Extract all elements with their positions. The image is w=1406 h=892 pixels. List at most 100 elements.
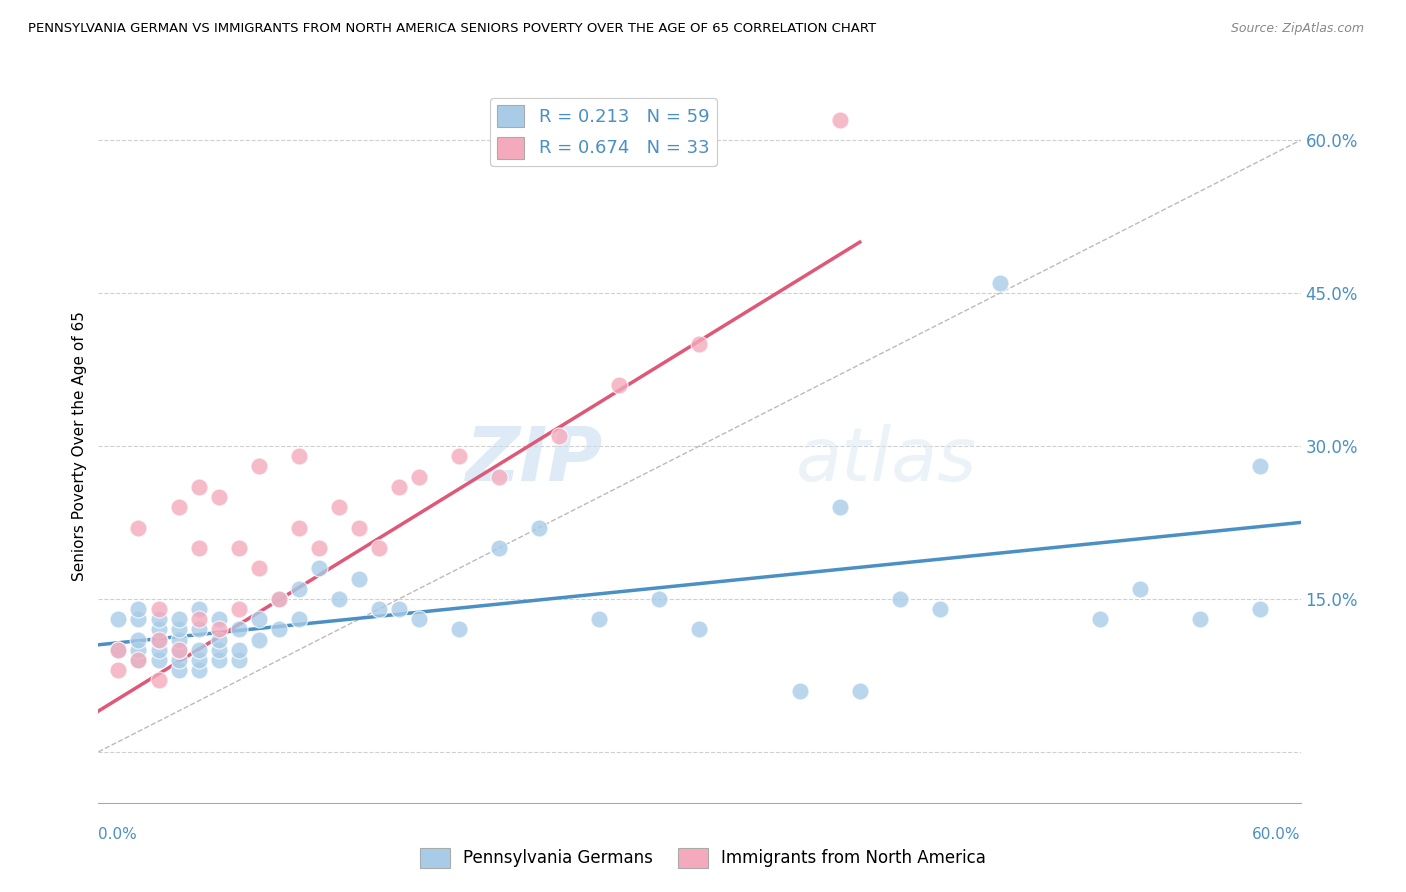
- Text: atlas: atlas: [796, 425, 977, 496]
- Point: [368, 541, 391, 555]
- Point: [148, 653, 170, 667]
- Point: [988, 276, 1011, 290]
- Point: [328, 500, 350, 515]
- Point: [288, 612, 311, 626]
- Point: [107, 643, 129, 657]
- Point: [187, 623, 209, 637]
- Y-axis label: Seniors Poverty Over the Age of 65: Seniors Poverty Over the Age of 65: [72, 311, 87, 581]
- Point: [529, 520, 551, 534]
- Point: [148, 632, 170, 647]
- Point: [167, 612, 190, 626]
- Point: [167, 632, 190, 647]
- Point: [208, 490, 231, 504]
- Point: [148, 643, 170, 657]
- Point: [107, 643, 129, 657]
- Point: [1250, 459, 1272, 474]
- Point: [889, 591, 911, 606]
- Point: [128, 612, 150, 626]
- Point: [929, 602, 952, 616]
- Legend: Pennsylvania Germans, Immigrants from North America: Pennsylvania Germans, Immigrants from No…: [413, 841, 993, 875]
- Point: [328, 591, 350, 606]
- Point: [447, 623, 470, 637]
- Point: [267, 591, 290, 606]
- Point: [107, 612, 129, 626]
- Point: [128, 653, 150, 667]
- Point: [688, 337, 710, 351]
- Point: [167, 643, 190, 657]
- Point: [789, 683, 811, 698]
- Point: [228, 653, 250, 667]
- Point: [208, 632, 231, 647]
- Point: [128, 653, 150, 667]
- Point: [288, 520, 311, 534]
- Point: [488, 541, 510, 555]
- Point: [128, 602, 150, 616]
- Point: [347, 520, 370, 534]
- Point: [107, 663, 129, 677]
- Point: [247, 459, 270, 474]
- Legend: R = 0.213   N = 59, R = 0.674   N = 33: R = 0.213 N = 59, R = 0.674 N = 33: [491, 98, 717, 166]
- Point: [187, 541, 209, 555]
- Point: [588, 612, 610, 626]
- Point: [648, 591, 671, 606]
- Point: [128, 643, 150, 657]
- Point: [187, 612, 209, 626]
- Point: [308, 541, 330, 555]
- Point: [488, 469, 510, 483]
- Point: [1088, 612, 1111, 626]
- Point: [288, 449, 311, 463]
- Point: [609, 377, 631, 392]
- Text: ZIP: ZIP: [465, 424, 603, 497]
- Point: [308, 561, 330, 575]
- Point: [828, 500, 851, 515]
- Point: [1250, 602, 1272, 616]
- Point: [228, 643, 250, 657]
- Point: [208, 623, 231, 637]
- Point: [247, 612, 270, 626]
- Point: [148, 602, 170, 616]
- Point: [187, 602, 209, 616]
- Point: [288, 582, 311, 596]
- Point: [828, 112, 851, 127]
- Text: 0.0%: 0.0%: [98, 827, 138, 841]
- Text: 60.0%: 60.0%: [1253, 827, 1301, 841]
- Point: [228, 602, 250, 616]
- Text: Source: ZipAtlas.com: Source: ZipAtlas.com: [1230, 22, 1364, 36]
- Point: [148, 612, 170, 626]
- Point: [208, 643, 231, 657]
- Point: [187, 663, 209, 677]
- Point: [148, 673, 170, 688]
- Point: [187, 480, 209, 494]
- Point: [228, 623, 250, 637]
- Point: [368, 602, 391, 616]
- Point: [148, 632, 170, 647]
- Point: [247, 632, 270, 647]
- Point: [447, 449, 470, 463]
- Point: [849, 683, 872, 698]
- Point: [167, 643, 190, 657]
- Point: [408, 469, 430, 483]
- Point: [148, 623, 170, 637]
- Point: [1189, 612, 1212, 626]
- Point: [548, 429, 571, 443]
- Point: [1129, 582, 1152, 596]
- Point: [408, 612, 430, 626]
- Point: [167, 653, 190, 667]
- Text: PENNSYLVANIA GERMAN VS IMMIGRANTS FROM NORTH AMERICA SENIORS POVERTY OVER THE AG: PENNSYLVANIA GERMAN VS IMMIGRANTS FROM N…: [28, 22, 876, 36]
- Point: [128, 632, 150, 647]
- Point: [228, 541, 250, 555]
- Point: [388, 602, 411, 616]
- Point: [347, 572, 370, 586]
- Point: [388, 480, 411, 494]
- Point: [267, 623, 290, 637]
- Point: [167, 663, 190, 677]
- Point: [167, 623, 190, 637]
- Point: [247, 561, 270, 575]
- Point: [167, 500, 190, 515]
- Point: [208, 653, 231, 667]
- Point: [187, 643, 209, 657]
- Point: [267, 591, 290, 606]
- Point: [187, 653, 209, 667]
- Point: [688, 623, 710, 637]
- Point: [128, 520, 150, 534]
